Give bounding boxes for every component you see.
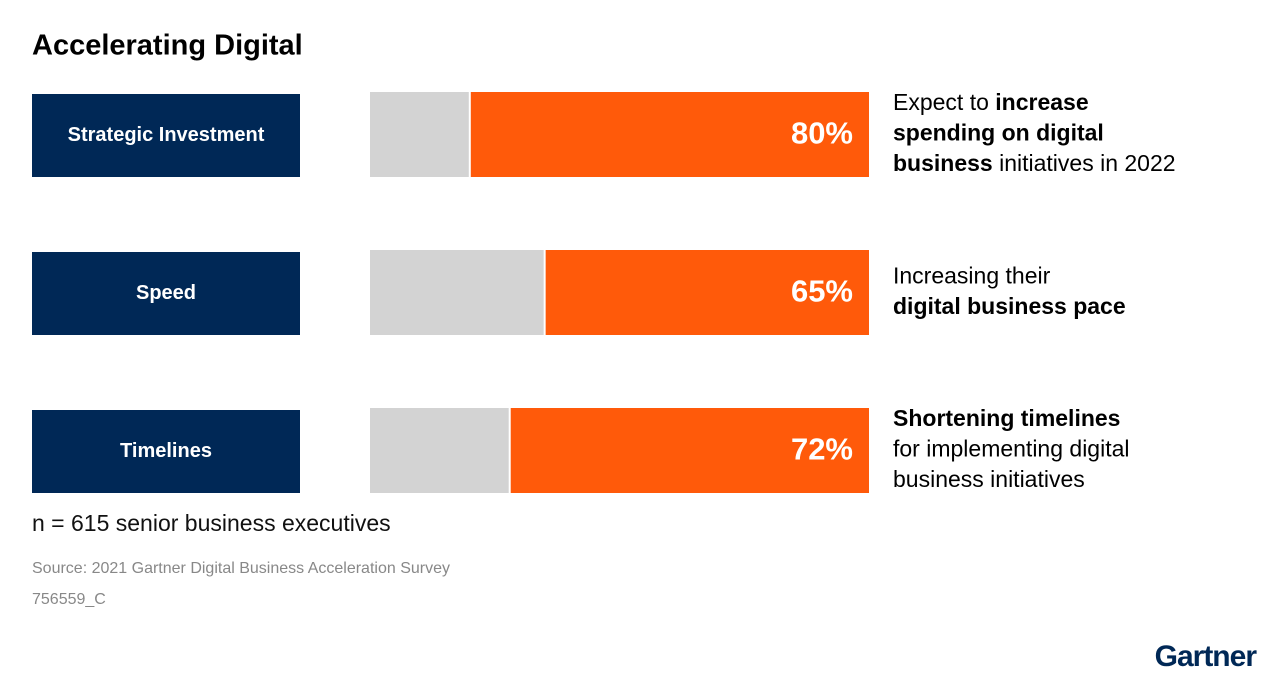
category-label: Speed	[136, 282, 196, 304]
source: Source: 2021 Gartner Digital Business Ac…	[32, 560, 450, 577]
figure-code: 756559_C	[32, 591, 106, 608]
chart-title: Accelerating Digital	[32, 30, 303, 62]
bar	[509, 408, 869, 493]
description-text: Shortening timelines	[893, 405, 1120, 431]
description-line: digital business pace	[893, 293, 1126, 319]
category-box	[32, 252, 300, 335]
description-text: Increasing their	[893, 262, 1051, 288]
category-label: Strategic Investment	[68, 124, 265, 146]
category-label: Timelines	[120, 440, 212, 462]
description-text: initiatives in 2022	[993, 150, 1176, 176]
description-text: business	[893, 150, 993, 176]
brand-logo: Gartner	[1155, 640, 1258, 673]
category-box	[32, 94, 300, 177]
description-text: business initiatives	[893, 466, 1085, 492]
bar	[469, 92, 869, 177]
description-line: spending on digital	[893, 120, 1104, 146]
description-line: business initiatives in 2022	[893, 150, 1176, 176]
description-line: Expect to increase	[893, 89, 1089, 115]
description-text: increase	[995, 89, 1088, 115]
description-line: Increasing their	[893, 262, 1051, 288]
bar	[544, 250, 869, 335]
description-text: digital business pace	[893, 293, 1126, 319]
description-text: spending on digital	[893, 120, 1104, 146]
description-text: for implementing digital	[893, 436, 1130, 462]
value-label: 72%	[791, 432, 853, 467]
description-line: for implementing digital	[893, 436, 1130, 462]
value-label: 80%	[791, 116, 853, 151]
value-label: 65%	[791, 274, 853, 309]
description-line: Shortening timelines	[893, 405, 1120, 431]
description-line: business initiatives	[893, 466, 1085, 492]
category-box	[32, 410, 300, 493]
description-text: Expect to	[893, 89, 995, 115]
sample-note: n = 615 senior business executives	[32, 510, 391, 536]
